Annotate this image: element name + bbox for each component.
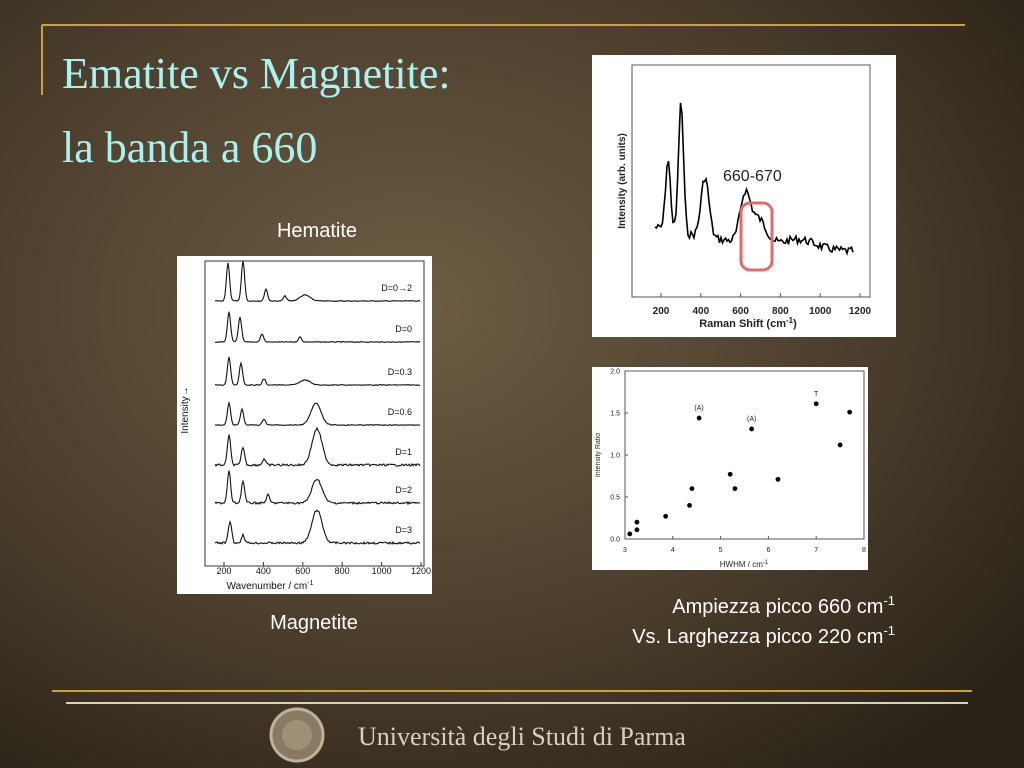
point [663,513,669,519]
y-tick-label: 1.5 [610,411,620,418]
point [775,476,781,482]
point [634,519,640,525]
point [696,415,702,421]
point-annotation: (A) [747,416,756,423]
hematite-frame [631,64,871,298]
x-tick-label: 400 [692,306,709,317]
annotation: 660-670 [723,168,782,185]
point-annotation: (A) [694,405,703,412]
x-tick-label: 1200 [411,566,431,576]
trace-label: D=0 [395,324,412,334]
point [813,401,819,407]
caption: Vs. Larghezza picco 220 cm-1 [632,623,895,648]
x-tick-label: 800 [335,566,350,576]
trace-label: D=0.3 [388,367,412,377]
y-tick-label: 0.5 [610,495,620,502]
x-axis-label: Wavenumber / cm-1 [227,580,314,592]
point [634,527,640,533]
x-axis-label-sup: -1 [307,580,313,587]
caption-sup: -1 [883,623,895,638]
magnetite-frame [204,260,425,567]
point [749,426,755,432]
x-axis-label-sup: -1 [786,316,794,325]
trace [214,311,420,344]
x-tick-label: 6 [766,547,770,554]
point [732,486,738,491]
trace [214,400,421,427]
y-axis-label: Intensity (arb. units) [617,133,628,229]
point [727,471,733,477]
trace [214,509,421,545]
title-line: la banda a 660 [62,123,317,172]
x-tick-label: 1000 [372,566,392,576]
x-tick-label: 1000 [809,306,832,317]
scatter-figure [592,367,868,570]
trace-label: D=0→2 [381,283,412,293]
trace [215,356,421,387]
point [627,531,633,537]
x-tick-label: 400 [256,566,271,576]
trace [214,260,421,302]
x-tick-label: 8 [862,547,866,554]
x-tick-label: 5 [719,547,723,554]
footer: Università degli Studi di Parma [358,722,686,751]
trace [214,426,421,467]
y-tick-label: 2.0 [610,369,620,376]
y-axis-label: Intensity Ratio [595,433,602,477]
figure-label: Magnetite [270,612,358,634]
x-tick-label: 200 [216,566,231,576]
x-tick-label: 3 [623,547,627,554]
x-tick-label: 7 [814,547,818,554]
trace-label: D=3 [395,525,412,535]
x-tick-label: 600 [732,306,749,317]
x-axis-label-end: ) [793,318,797,330]
trace [214,470,421,506]
caption: Ampiezza picco 660 cm-1 [672,593,895,618]
x-axis-label-text: Raman Shift (cm [699,318,786,330]
point-annotation: T [814,391,819,398]
point [689,486,695,491]
hematite-spectrum [654,102,854,256]
title-line: Ematite vs Magnetite: [62,49,451,98]
point [687,503,692,508]
trace-label: D=1 [395,447,412,457]
x-tick-label: 600 [295,566,310,576]
y-axis-label: Intensity→ [180,386,191,433]
point [847,409,853,415]
caption-text: Ampiezza picco 660 cm [672,596,883,618]
x-tick-label: 4 [671,547,675,554]
caption-sup: -1 [883,593,895,608]
x-axis-label-text: Wavenumber / cm [227,581,308,592]
x-tick-label: 800 [772,306,789,317]
x-tick-label: 1200 [849,306,872,317]
y-tick-label: 0.0 [610,537,620,544]
university-seal-inner [282,720,312,750]
x-axis-label-sup: -1 [763,560,769,566]
x-tick-label: 200 [653,306,670,317]
caption-text: Vs. Larghezza picco 220 cm [632,626,883,648]
figure-label: Hematite [277,220,357,242]
highlight-box [739,201,774,272]
x-axis-label: HWHM / cm-1 [720,560,769,569]
trace-label: D=0.6 [388,407,412,417]
x-axis-label-text: HWHM / cm [720,560,763,569]
point [837,442,843,448]
x-axis-label: Raman Shift (cm-1) [699,316,797,330]
y-tick-label: 1.0 [610,453,620,460]
trace-label: D=2 [395,485,412,495]
